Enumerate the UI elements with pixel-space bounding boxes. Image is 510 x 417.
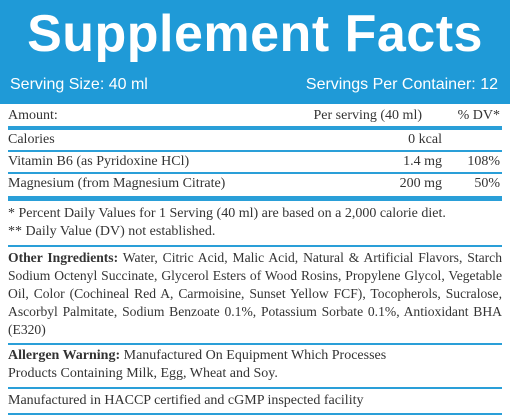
header-cell: Amount: (8, 108, 58, 123)
divider (8, 387, 502, 389)
divider (8, 126, 502, 130)
nutrient-name: Magnesium (from Magnesium Citrate) (8, 176, 226, 191)
nutrient-row: Vitamin B6 (as Pyridoxine HCl) 1.4 mg 10… (8, 152, 502, 172)
nutrient-amount: 200 mg (399, 176, 442, 191)
section-label: Allergen Warning: (8, 348, 121, 363)
nutrient-name: Vitamin B6 (as Pyridoxine HCl) (8, 154, 190, 169)
nutrient-dv: 108% (467, 154, 500, 169)
footnote: * Percent Daily Values for 1 Serving (40… (8, 206, 446, 221)
serving-size: Serving Size: 40 ml (10, 76, 148, 93)
header-band: Supplement Facts Serving Size: 40 ml Ser… (0, 0, 510, 104)
facts-body: Amount: Per serving (40 ml) % DV* Calori… (8, 106, 502, 415)
allergen-warning: Allergen Warning: Manufactured On Equipm… (8, 345, 502, 385)
divider (8, 343, 502, 345)
section-text: Manufactured On Equipment Which Processe… (123, 348, 387, 363)
other-ingredients: Other Ingredients: Water, Citric Acid, M… (8, 247, 502, 341)
nutrient-amount: 0 kcal (408, 132, 442, 147)
section-text: Products Containing Milk, Egg, Wheat and… (8, 366, 278, 381)
nutrient-row: Calories 0 kcal (8, 130, 502, 150)
divider (8, 245, 502, 247)
nutrient-name: Calories (8, 132, 55, 147)
nutrient-dv: 50% (474, 176, 500, 191)
header-cell: % DV* (457, 108, 500, 123)
divider (8, 196, 502, 201)
table-header: Amount: Per serving (40 ml) % DV* (8, 106, 502, 126)
footnote: ** Daily Value (DV) not established. (8, 224, 216, 239)
manufacturing: Manufactured in HACCP certified and cGMP… (8, 393, 364, 408)
divider (8, 150, 502, 152)
section-text: Water, Citric Acid, Malic Acid, Natural … (8, 250, 502, 337)
nutrient-row: Magnesium (from Magnesium Citrate) 200 m… (8, 174, 502, 194)
footnotes: * Percent Daily Values for 1 Serving (40… (8, 201, 502, 245)
servings-per-container: Servings Per Container: 12 (305, 76, 498, 93)
title: Supplement Facts (27, 5, 483, 63)
header-cell: Per serving (40 ml) (313, 108, 422, 123)
divider (8, 172, 502, 174)
nutrient-amount: 1.4 mg (403, 154, 442, 169)
section-label: Other Ingredients: (8, 250, 119, 265)
divider (8, 413, 502, 415)
